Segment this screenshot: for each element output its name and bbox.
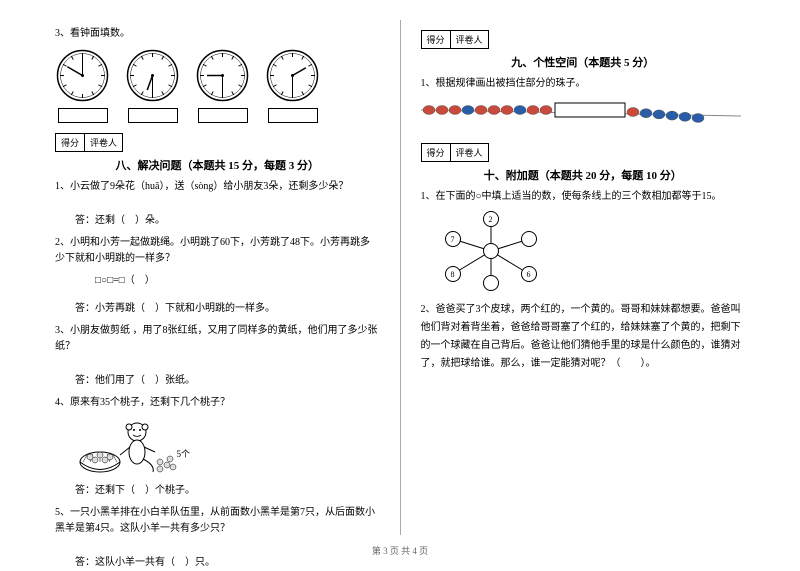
clock-unit <box>125 48 180 123</box>
q8-4-answer: 答：还剩下（ ）个桃子。 <box>55 483 380 499</box>
star-node[interactable]: 6 <box>521 266 537 282</box>
right-column: 得分 评卷人 九、个性空间（本题共 5 分） 1、根据规律画出被挡住部分的珠子。… <box>406 20 761 535</box>
q8-2-answer: 答：小芳再跳（ ）下就和小明跳的一样多。 <box>55 301 380 317</box>
left-column: 3、看钟面填数。 <box>40 20 395 535</box>
section-8-title: 八、解决问题（本题共 15 分，每题 3 分） <box>55 157 380 173</box>
clock-answer-box[interactable] <box>128 108 178 123</box>
score-label: 得分 <box>421 30 450 49</box>
clock-answer-box[interactable] <box>268 108 318 123</box>
grader-label: 评卷人 <box>450 30 489 49</box>
clock-face-icon <box>265 48 320 103</box>
q8-3: 3、小朋友做剪纸 ，用了8张红纸，又用了同样多的黄纸，他们用了多少张纸？ <box>55 323 380 355</box>
score-box: 得分 评卷人 <box>421 30 746 49</box>
grader-label: 评卷人 <box>450 143 489 162</box>
monkey-peach-illustration: 5个 <box>75 417 185 477</box>
clock-unit <box>265 48 320 123</box>
q8-1-answer: 答：还剩（ ）朵。 <box>55 213 380 229</box>
section-10-title: 十、附加题（本题共 20 分，每题 10 分） <box>421 167 746 183</box>
star-node[interactable] <box>483 275 499 291</box>
score-box: 得分 评卷人 <box>421 143 746 162</box>
clock-face-icon <box>195 48 250 103</box>
q10-1: 1、在下面的○中填上适当的数，使每条线上的三个数相加都等于15。 <box>421 189 746 205</box>
q3-title: 3、看钟面填数。 <box>55 26 380 42</box>
q8-2-equation: □○□=□（ ） <box>55 273 380 289</box>
star-node[interactable]: 2 <box>483 211 499 227</box>
score-label: 得分 <box>55 133 84 152</box>
column-divider <box>400 20 401 535</box>
score-box: 得分 评卷人 <box>55 133 380 152</box>
q9-1: 1、根据规律画出被挡住部分的珠子。 <box>421 76 746 92</box>
grader-label: 评卷人 <box>84 133 123 152</box>
star-number-diagram: 2 6 8 7 <box>441 211 541 291</box>
clock-unit <box>55 48 110 123</box>
star-node[interactable] <box>521 231 537 247</box>
worksheet-page: 3、看钟面填数。 <box>0 0 800 565</box>
score-label: 得分 <box>421 143 450 162</box>
section-9-title: 九、个性空间（本题共 5 分） <box>421 54 746 70</box>
clock-face-icon <box>125 48 180 103</box>
q8-5-answer: 答：这队小羊一共有（ ）只。 <box>55 555 380 571</box>
clock-face-icon <box>55 48 110 103</box>
star-center-node[interactable] <box>483 243 499 259</box>
clock-answer-box[interactable] <box>198 108 248 123</box>
q8-5: 5、一只小黑羊排在小白羊队伍里，从前面数小黑羊是第7只，从后面数小黑羊是第4只。… <box>55 505 380 537</box>
clocks-row <box>55 48 380 123</box>
q8-1: 1、小云做了9朵花（huā），送（sòng）给小朋友3朵，还剩多少朵？ <box>55 179 380 195</box>
clock-unit <box>195 48 250 123</box>
page-footer: 第 3 页 共 4 页 <box>0 544 800 557</box>
q8-4: 4、原来有35个桃子，还剩下几个桃子？ <box>55 395 380 411</box>
clock-answer-box[interactable] <box>58 108 108 123</box>
star-node[interactable]: 7 <box>445 231 461 247</box>
peach-count-label: 5个 <box>176 447 190 460</box>
beads-pattern <box>421 98 746 123</box>
q10-2: 2、爸爸买了3个皮球，两个红的，一个黄的。哥哥和妹妹都想要。爸爸叫他们背对着背坐… <box>421 301 746 373</box>
star-node[interactable]: 8 <box>445 266 461 282</box>
q8-2: 2、小明和小芳一起做跳绳。小明跳了60下，小芳跳了48下。小芳再跳多少下就和小明… <box>55 235 380 267</box>
q8-3-answer: 答：他们用了（ ）张纸。 <box>55 373 380 389</box>
